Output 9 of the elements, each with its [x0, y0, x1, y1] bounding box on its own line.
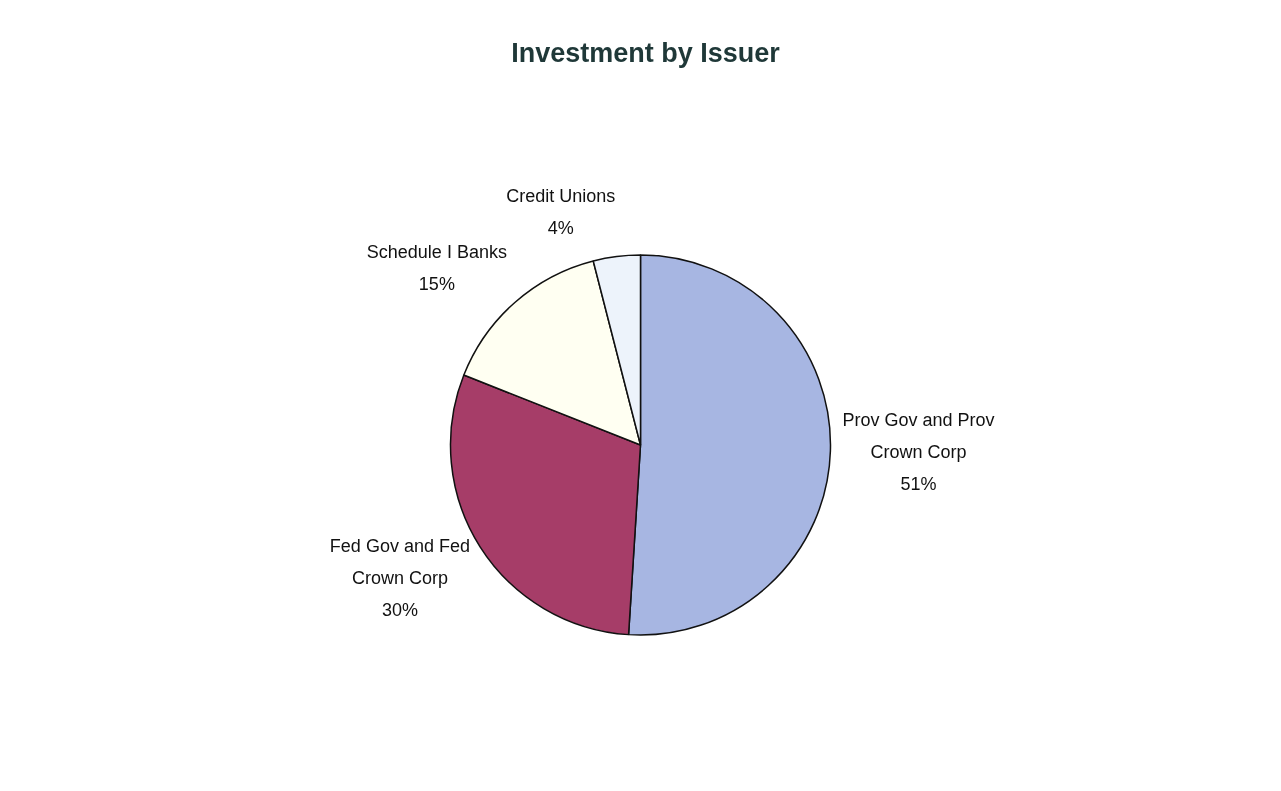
chart-title: Investment by Issuer — [511, 38, 781, 69]
slice-label: Schedule I Banks — [366, 242, 507, 263]
data-label: 15% — [418, 274, 455, 295]
data-label: 51% — [900, 473, 937, 494]
slice-label: Fed Gov and Fed Crown Corp — [329, 535, 470, 588]
slice-label: Credit Unions — [506, 185, 616, 206]
data-label: 4% — [547, 217, 574, 238]
slice-label: Prov Gov and Prov Crown Corp — [842, 409, 995, 462]
data-label: 30% — [381, 599, 418, 620]
